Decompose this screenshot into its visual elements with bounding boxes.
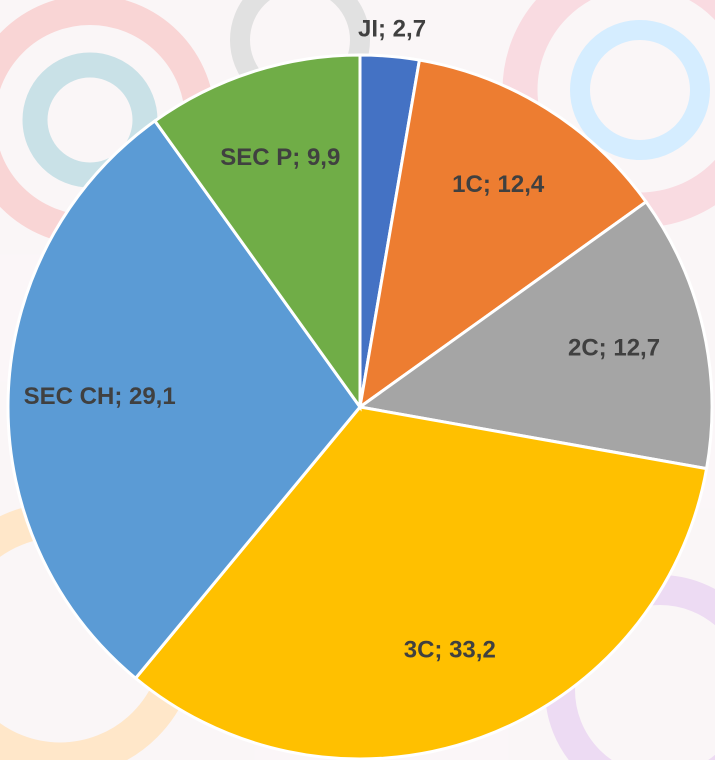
data-label: SEC P; 9,9	[220, 144, 340, 171]
label-category: JI	[358, 16, 378, 43]
label-value: 12,7	[613, 335, 660, 362]
label-category: 2C	[568, 335, 599, 362]
label-category: SEC CH	[24, 383, 115, 410]
pie-slice	[133, 405, 709, 760]
labels: JI; 2,7 1C; 12,4 2C; 12,7 3C; 33,2 SEC CH; 2…	[24, 16, 660, 664]
label-value: 33,2	[449, 637, 496, 664]
pie	[6, 53, 714, 760]
label-separator: ;	[292, 144, 307, 171]
label-separator: ;	[378, 16, 393, 43]
label-separator: ;	[599, 335, 614, 362]
label-value: 9,9	[307, 144, 340, 171]
label-category: 1C	[452, 172, 483, 199]
data-label: JI; 2,7	[358, 16, 426, 43]
label-category: 3C	[404, 637, 435, 664]
label-separator: ;	[114, 383, 129, 410]
data-label: 1C; 12,4	[452, 172, 545, 199]
data-label: SEC CH; 29,1	[24, 383, 176, 410]
data-label: 2C; 12,7	[568, 335, 660, 362]
label-separator: ;	[483, 172, 498, 199]
label-value: 29,1	[129, 383, 176, 410]
pie-slice	[6, 118, 362, 681]
data-label: 3C; 33,2	[404, 637, 496, 664]
pie-slice	[152, 53, 362, 412]
pie-slice	[357, 58, 649, 411]
label-value: 2,7	[393, 16, 426, 43]
pie-slice	[356, 199, 714, 471]
label-category: SEC P	[220, 144, 292, 171]
label-separator: ;	[434, 637, 449, 664]
label-value: 12,4	[498, 172, 545, 199]
